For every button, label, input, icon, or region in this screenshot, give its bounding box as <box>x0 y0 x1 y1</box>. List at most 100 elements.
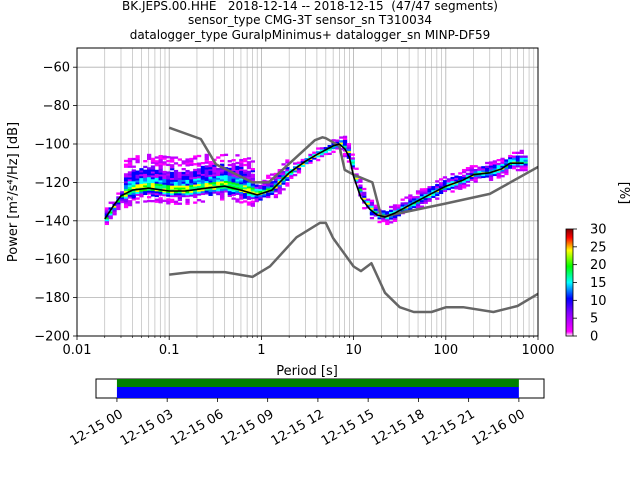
histogram-cell <box>408 200 413 203</box>
histogram-cell <box>139 193 144 196</box>
histogram-cell <box>139 170 144 173</box>
histogram-cell <box>150 171 156 174</box>
histogram-cell <box>423 197 428 201</box>
histogram-cell <box>220 198 225 201</box>
histogram-cell <box>492 171 498 175</box>
histogram-cell <box>327 152 332 156</box>
histogram-cell <box>469 167 474 170</box>
histogram-cell <box>177 181 182 184</box>
histogram-cell <box>446 185 451 189</box>
histogram-cell <box>189 163 194 166</box>
histogram-cell <box>108 216 113 220</box>
histogram-cell <box>189 194 194 197</box>
timeline-tick-label: 12-15 21 <box>419 407 477 449</box>
histogram-cell <box>285 161 290 164</box>
histogram-cell <box>446 180 451 183</box>
histogram-cell <box>127 157 133 161</box>
histogram-cell <box>185 192 190 196</box>
histogram-cell <box>173 179 179 182</box>
histogram-cell <box>131 165 136 168</box>
timeline-tick-label: 12-15 15 <box>319 407 377 449</box>
histogram-cell <box>158 166 163 169</box>
histogram-cell <box>181 191 186 194</box>
histogram-cell <box>442 187 448 191</box>
histogram-cell <box>139 168 144 171</box>
histogram-cell <box>147 173 152 176</box>
histogram-cell <box>123 165 129 168</box>
histogram-cell <box>127 194 133 197</box>
histogram-cell <box>150 165 156 168</box>
histogram-cell <box>231 166 236 170</box>
histogram-cell <box>220 196 225 199</box>
histogram-cell <box>158 160 163 164</box>
histogram-cell <box>419 188 425 191</box>
histogram-cell <box>150 159 156 162</box>
histogram-cell <box>204 188 209 191</box>
histogram-cell <box>239 180 244 183</box>
histogram-cell <box>458 172 463 175</box>
histogram-cell <box>173 156 179 159</box>
histogram-cell <box>389 205 394 209</box>
histogram-cell <box>189 186 194 189</box>
histogram-cell <box>239 166 244 169</box>
histogram-cell <box>335 139 340 142</box>
histogram-cell <box>131 190 136 193</box>
histogram-cell <box>342 137 348 140</box>
histogram-cell <box>488 178 494 181</box>
histogram-cell <box>147 184 152 187</box>
series-line-nlnm <box>169 221 538 314</box>
histogram-cell <box>216 175 221 178</box>
histogram-cell <box>281 170 286 174</box>
histogram-cell <box>116 202 121 205</box>
histogram-cell <box>166 202 171 205</box>
y-axis: −200 −180 −160 −140 −120 −100 −80 −60 <box>34 61 77 345</box>
histogram-cell <box>123 175 129 178</box>
histogram-cell <box>185 169 190 173</box>
histogram-cell <box>216 190 221 194</box>
histogram-cell <box>285 174 290 178</box>
histogram-cell <box>342 153 348 156</box>
histogram-cell <box>193 168 198 172</box>
histogram-cell <box>412 198 417 201</box>
histogram-cell <box>369 203 375 206</box>
histogram-cell <box>123 200 129 203</box>
histogram-cell <box>162 170 167 174</box>
histogram-cell <box>281 180 286 183</box>
timeline-tick-label: 12-15 09 <box>218 407 276 449</box>
histogram-cell <box>496 159 501 162</box>
histogram-cell <box>508 164 513 167</box>
histogram-cell <box>177 192 182 196</box>
histogram-cell <box>358 192 363 195</box>
histogram-cell <box>235 165 240 169</box>
histogram-cell <box>289 174 294 178</box>
histogram-cell <box>385 222 390 226</box>
histogram-cell <box>231 176 236 179</box>
histogram-cell <box>204 176 209 180</box>
histogram-cell <box>173 169 179 173</box>
histogram-cell <box>193 170 198 174</box>
histogram-cell <box>488 174 494 178</box>
histogram-cell <box>362 191 367 195</box>
histogram-cell <box>181 194 186 198</box>
histogram-cell <box>239 178 244 181</box>
histogram-cell <box>266 174 271 178</box>
histogram-cell <box>511 167 517 170</box>
histogram-cell <box>212 183 217 186</box>
histogram-cell <box>504 161 509 164</box>
histogram-cell <box>331 146 336 150</box>
histogram-cell <box>339 140 344 143</box>
x-tick-label: 100 <box>433 343 458 358</box>
histogram-cell <box>515 155 521 158</box>
histogram-cell <box>147 176 152 180</box>
histogram-cell <box>504 167 509 170</box>
histogram-cell <box>135 176 140 179</box>
histogram-cell <box>193 157 198 160</box>
histogram-cell <box>404 202 409 205</box>
histogram-cell <box>123 205 129 209</box>
histogram-cell <box>446 187 451 191</box>
histogram-cell <box>504 163 509 166</box>
x-axis: 0.01 0.1 1 10 100 1000 <box>63 336 555 358</box>
histogram-cell <box>208 176 213 179</box>
histogram-cell <box>123 186 129 189</box>
histogram-cell <box>235 171 240 174</box>
